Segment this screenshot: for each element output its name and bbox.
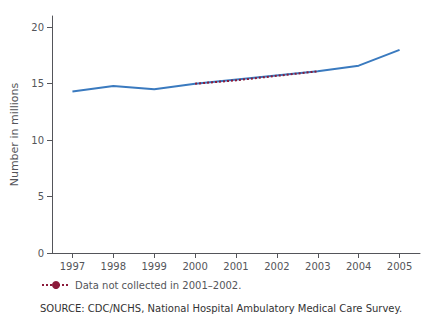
- svg-text:20: 20: [31, 22, 44, 33]
- svg-text:15: 15: [31, 78, 44, 89]
- svg-text:1997: 1997: [60, 261, 85, 272]
- svg-text:1999: 1999: [141, 261, 166, 272]
- svg-text:10: 10: [31, 135, 44, 146]
- svg-text:1998: 1998: [101, 261, 126, 272]
- svg-text:SOURCE: CDC/NCHS, National Hos: SOURCE: CDC/NCHS, National Hospital Ambu…: [40, 303, 402, 314]
- svg-text:2005: 2005: [387, 261, 412, 272]
- svg-text:Data not collected in 2001–200: Data not collected in 2001–2002.: [75, 280, 241, 291]
- svg-text:5: 5: [38, 191, 44, 202]
- svg-text:2003: 2003: [305, 261, 330, 272]
- svg-text:2000: 2000: [182, 261, 207, 272]
- svg-text:2004: 2004: [346, 261, 371, 272]
- svg-text:Number in millions: Number in millions: [8, 82, 21, 186]
- svg-text:2002: 2002: [264, 261, 289, 272]
- svg-text:2001: 2001: [223, 261, 248, 272]
- svg-text:0: 0: [38, 248, 44, 259]
